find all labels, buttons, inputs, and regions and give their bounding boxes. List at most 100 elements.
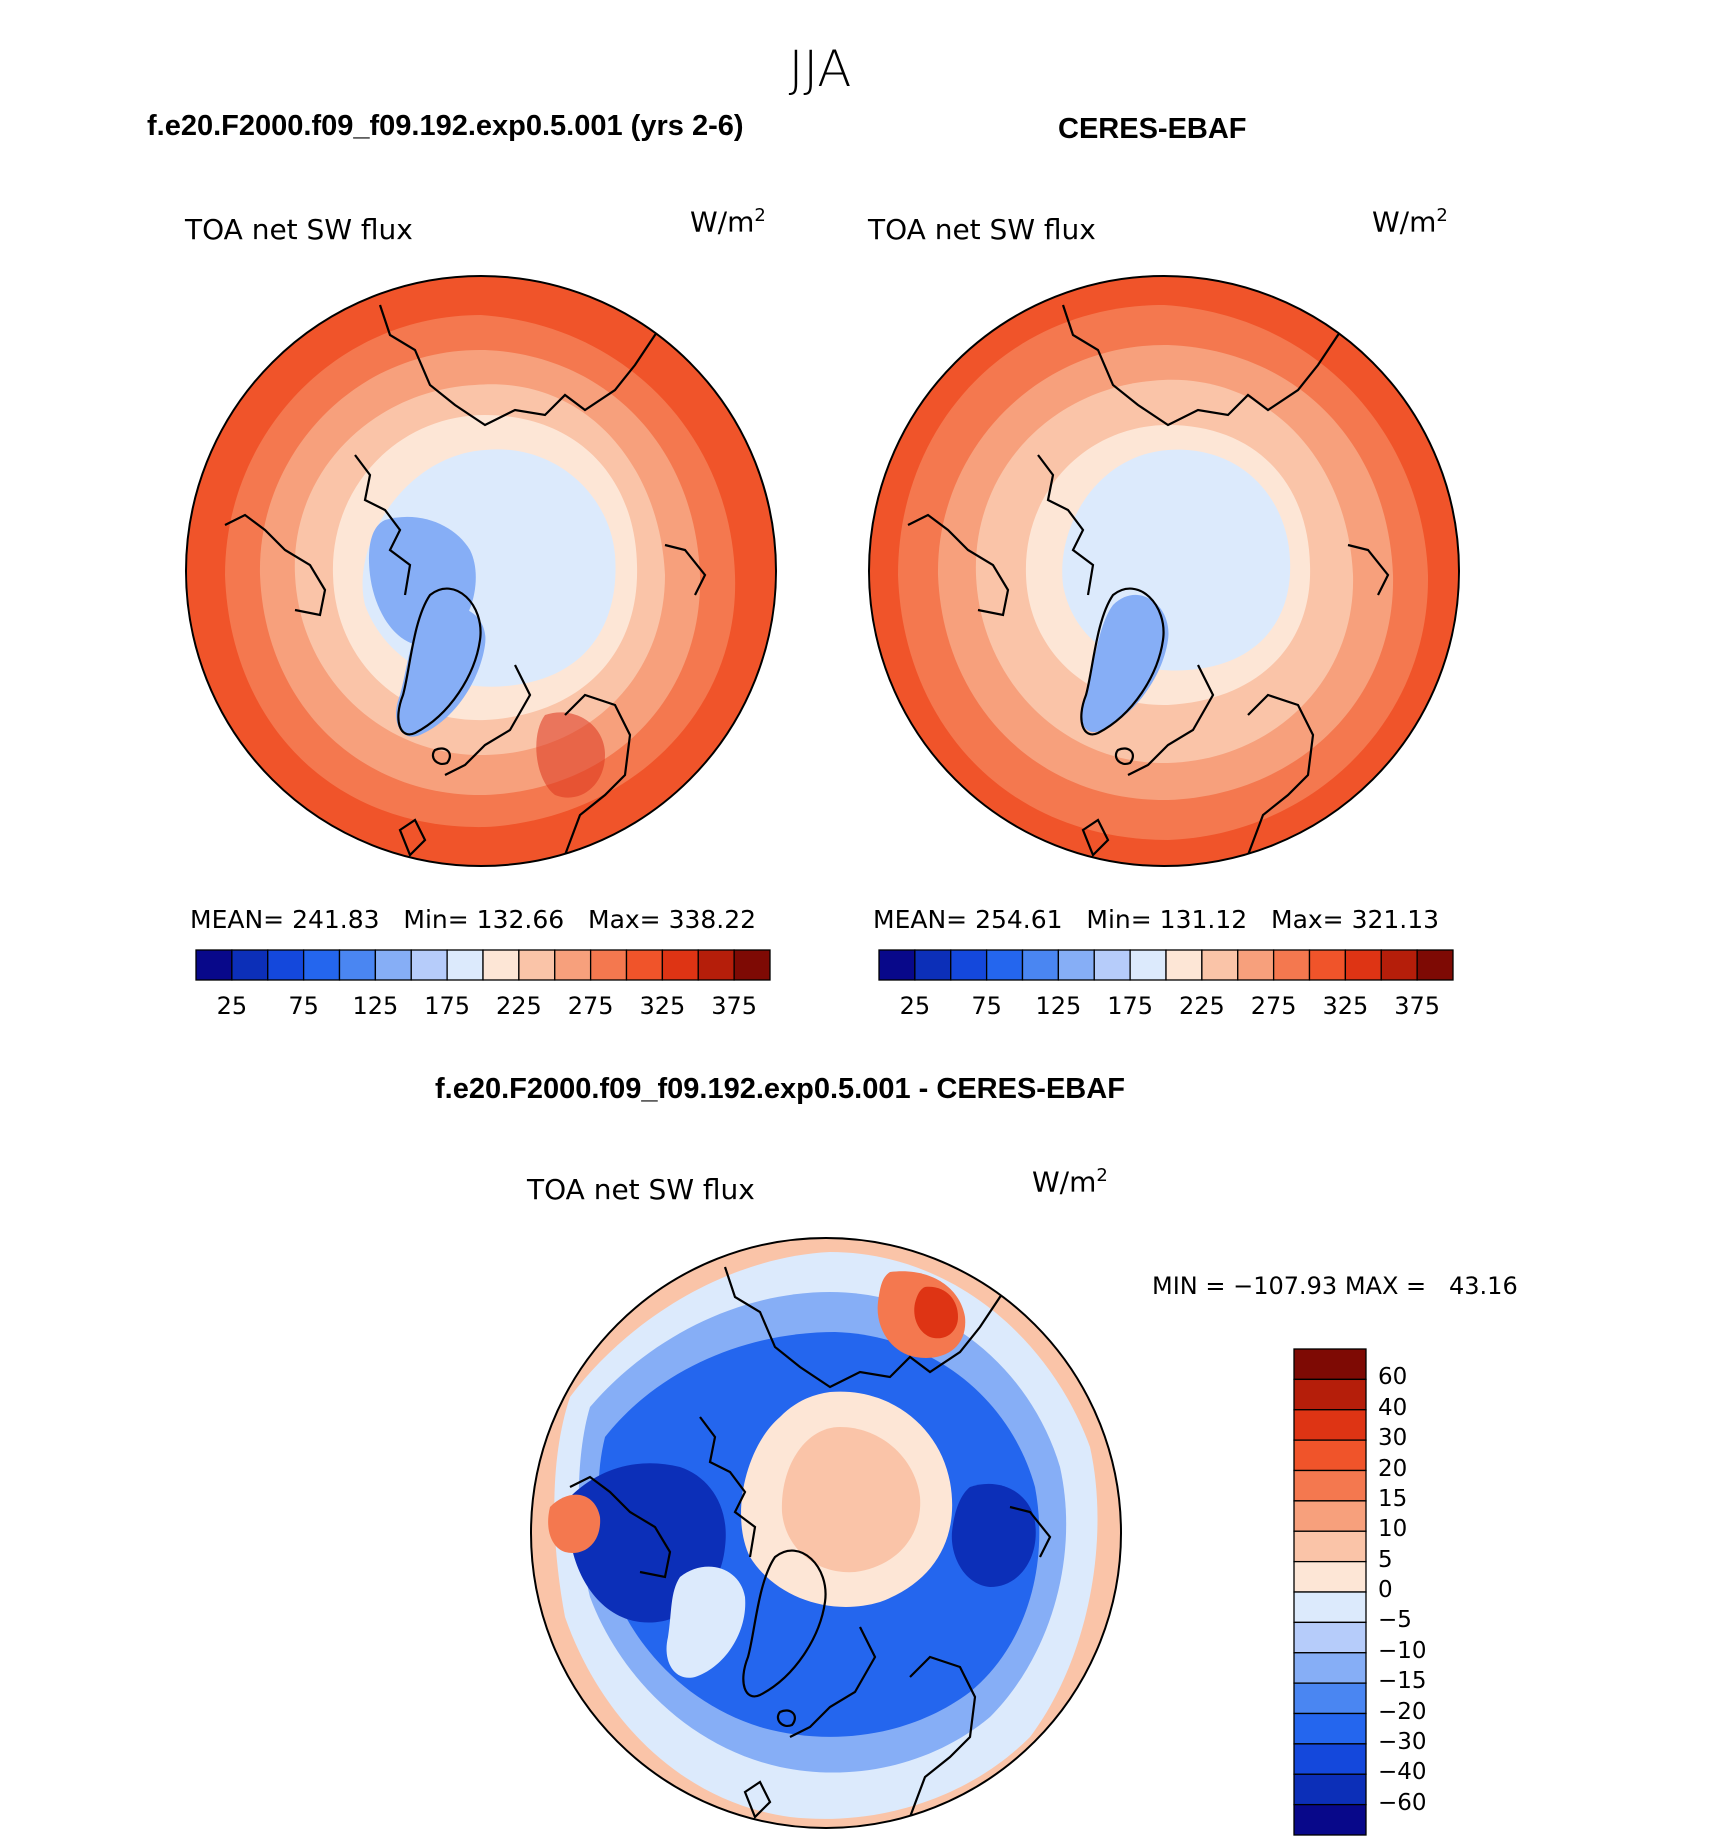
colorbar-swatch <box>1344 949 1382 981</box>
colorbar-tick-label: −5 <box>1378 1607 1412 1634</box>
colorbar-swatch <box>1293 1591 1367 1624</box>
colorbar-tick-label: 20 <box>1378 1455 1408 1482</box>
colorbar-swatch <box>697 949 735 981</box>
colorbar-swatch <box>338 949 377 981</box>
panel1-map <box>185 275 777 867</box>
colorbar-swatch <box>410 949 448 981</box>
panel1-mean-value: 241.83 <box>292 905 380 934</box>
colorbar-swatch <box>625 949 664 981</box>
colorbar-swatch <box>1129 949 1167 981</box>
panel3-coastline <box>908 1655 977 1818</box>
panel3-units-label: W/m2 <box>1032 1165 1108 1199</box>
colorbar-swatch <box>1293 1682 1367 1715</box>
panel2-coastline <box>1246 693 1315 856</box>
panel3-title: f.e20.F2000.f09_f09.192.exp0.5.001 - CER… <box>435 1073 1125 1105</box>
panel3-field-band <box>548 1494 601 1553</box>
colorbar-swatch <box>1416 949 1454 981</box>
colorbar-tick-label: 10 <box>1378 1516 1408 1543</box>
panel3-map-boundary <box>530 1237 1122 1829</box>
panel3-coastline <box>789 1626 877 1738</box>
panel2-coastline <box>1061 304 1359 427</box>
panel3-variable-label: TOA net SW flux <box>527 1173 755 1206</box>
panel1-title: f.e20.F2000.f09_f09.192.exp0.5.001 (yrs … <box>147 110 744 142</box>
colorbar-swatch <box>554 949 592 981</box>
panel2-mean-value: 254.61 <box>975 905 1063 934</box>
colorbar-swatch <box>1293 1469 1367 1502</box>
panel2-coastline <box>1347 543 1390 596</box>
colorbar-tick-label: 225 <box>1178 992 1225 1020</box>
colorbar-tick-label: −20 <box>1378 1698 1427 1725</box>
panel2-coastline <box>1080 587 1165 736</box>
panel1-field-band <box>536 712 605 798</box>
colorbar-tick-label: 60 <box>1378 1364 1408 1391</box>
panel1-coastline <box>354 454 412 596</box>
panel3-map <box>530 1237 1122 1829</box>
colorbar-swatch <box>195 949 233 981</box>
colorbar-tick-label: 325 <box>639 992 686 1020</box>
colorbar-swatch <box>446 949 484 981</box>
panel2-coastline <box>1037 454 1095 596</box>
colorbar-tick-label: −10 <box>1378 1637 1427 1664</box>
colorbar-swatch <box>1293 1409 1367 1441</box>
colorbar-tick-label: −60 <box>1378 1789 1427 1816</box>
panel3-field-band <box>666 1566 746 1678</box>
panel2-coastline <box>1114 747 1134 765</box>
panel3-coastline <box>742 1549 827 1698</box>
panel1-coastline <box>444 664 532 776</box>
colorbar-tick-label: 275 <box>1250 992 1297 1020</box>
colorbar-swatch <box>1293 1743 1367 1775</box>
colorbar-swatch <box>1293 1348 1367 1381</box>
colorbar-tick-label: 175 <box>424 992 471 1020</box>
panel2-colorbar <box>878 949 1454 981</box>
colorbar-swatch <box>1272 949 1311 981</box>
panel1-colorbar <box>195 949 771 981</box>
colorbar-tick-label: 75 <box>288 992 319 1020</box>
colorbar-swatch <box>267 949 305 981</box>
panel1-stats: MEAN= 241.83 Min= 132.66 Max= 338.22 <box>190 905 757 934</box>
colorbar-swatch <box>914 949 952 981</box>
panel1-field-band <box>396 606 486 737</box>
colorbar-swatch <box>1293 1530 1367 1563</box>
colorbar-swatch <box>1293 1500 1367 1532</box>
colorbar-swatch <box>231 949 269 981</box>
colorbar-swatch <box>518 949 556 981</box>
colorbar-tick-label: 325 <box>1322 992 1369 1020</box>
colorbar-swatch <box>1293 1652 1367 1684</box>
colorbar-swatch <box>1293 1773 1367 1806</box>
colorbar-swatch <box>589 949 628 981</box>
panel1-coastline <box>224 513 327 617</box>
panel2-field-band <box>1081 594 1169 733</box>
panel3-field-band <box>914 1286 958 1339</box>
colorbar-tick-label: −15 <box>1378 1668 1427 1695</box>
panel3-field-band <box>781 1427 921 1573</box>
colorbar-swatch <box>950 949 988 981</box>
colorbar-tick-label: 0 <box>1378 1577 1393 1603</box>
panel2-units-label: W/m2 <box>1372 205 1448 239</box>
panel3-colorbar <box>1293 1348 1367 1836</box>
colorbar-tick-label: 375 <box>711 992 758 1020</box>
panel1-coastline <box>397 587 482 736</box>
colorbar-swatch <box>302 949 341 981</box>
panel3-coastline <box>723 1266 1021 1389</box>
panel1-coastline <box>378 304 676 427</box>
panel2-coastline <box>1127 664 1215 776</box>
colorbar-swatch <box>1293 1803 1367 1836</box>
colorbar-swatch <box>1093 949 1131 981</box>
colorbar-tick-label: 5 <box>1378 1546 1393 1573</box>
panel3-coastline <box>1009 1505 1052 1558</box>
panel1-variable-label: TOA net SW flux <box>185 213 413 246</box>
panel2-variable-label: TOA net SW flux <box>868 213 1096 246</box>
colorbar-tick-label: 375 <box>1394 992 1441 1020</box>
colorbar-tick-label: 75 <box>971 992 1002 1020</box>
colorbar-tick-label: 15 <box>1378 1485 1408 1512</box>
colorbar-tick-label: −30 <box>1378 1728 1427 1755</box>
panel1-coastline <box>664 543 707 596</box>
panel3-field-band <box>951 1483 1036 1587</box>
colorbar-tick-label: 125 <box>1035 992 1082 1020</box>
panel1-coastline <box>431 747 451 765</box>
colorbar-swatch <box>1021 949 1060 981</box>
colorbar-swatch <box>985 949 1024 981</box>
colorbar-tick-label: 275 <box>567 992 614 1020</box>
colorbar-swatch <box>1057 949 1095 981</box>
colorbar-swatch <box>1293 1621 1367 1654</box>
